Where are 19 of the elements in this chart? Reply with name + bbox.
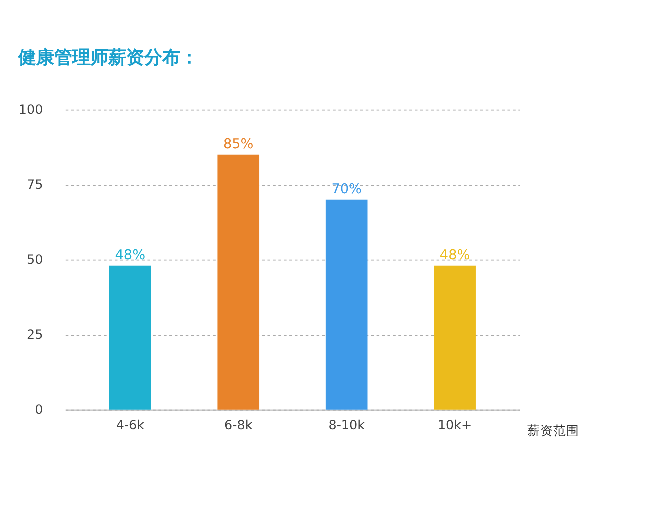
x-tick-label: 10k+	[438, 417, 472, 432]
bar	[434, 266, 476, 410]
y-tick-label: 100	[18, 102, 44, 117]
data-label: 48%	[440, 248, 470, 264]
y-tick-label: 25	[26, 326, 44, 342]
y-tick-label: 0	[35, 402, 44, 417]
x-tick-label: 6-8k	[224, 417, 254, 432]
chart-title: 健康管理师薪资分布：	[17, 48, 198, 68]
x-tick-label: 8-10k	[328, 417, 366, 432]
data-label: 48%	[115, 248, 146, 264]
x-tick-label: 4-6k	[116, 417, 146, 432]
data-label: 70%	[332, 182, 362, 198]
x-axis-title: 薪资范围	[528, 422, 580, 438]
y-tick-label: 75	[26, 176, 44, 192]
bar	[109, 266, 152, 410]
bar	[218, 154, 260, 410]
data-label: 85%	[223, 136, 254, 152]
y-tick-label: 50	[26, 252, 44, 267]
bar	[326, 200, 368, 410]
